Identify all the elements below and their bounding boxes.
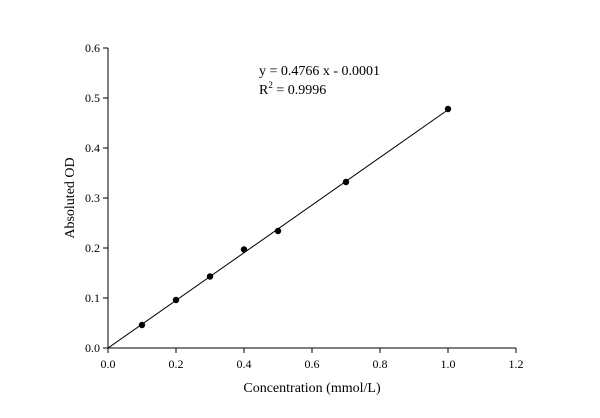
x-tick-label: 0.0 [101, 357, 116, 371]
equation-annotation: y = 0.4766 x - 0.0001 [259, 64, 380, 79]
data-point [138, 321, 146, 329]
x-tick-label: 0.4 [237, 357, 252, 371]
x-tick-label: 0.8 [373, 357, 388, 371]
x-ticks: 0.0 0.2 0.4 0.6 0.8 1.0 1.2 [101, 348, 524, 371]
r-squared-value: = 0.9996 [273, 83, 326, 98]
x-tick-label: 0.2 [169, 357, 184, 371]
data-point [240, 246, 248, 253]
data-point [444, 105, 452, 113]
x-axis-label: Concentration (mmol/L) [243, 381, 381, 396]
data-point [342, 178, 350, 186]
y-ticks: 0.0 0.1 0.2 0.3 0.4 0.5 0.6 [85, 41, 108, 355]
x-tick-label: 1.0 [441, 357, 456, 371]
y-tick-label: 0.6 [85, 41, 100, 55]
data-point [172, 296, 180, 304]
data-point [206, 273, 214, 280]
y-axis-label: Absoluted OD [63, 157, 78, 238]
r-squared-annotation: R2 = 0.9996 [259, 80, 326, 98]
y-tick-label: 0.1 [85, 291, 100, 305]
y-tick-label: 0.0 [85, 341, 100, 355]
y-tick-label: 0.5 [85, 91, 100, 105]
y-tick-label: 0.4 [85, 141, 100, 155]
data-point [274, 227, 282, 235]
x-tick-label: 1.2 [509, 357, 524, 371]
y-tick-label: 0.2 [85, 241, 100, 255]
r-squared-exponent: 2 [268, 80, 273, 90]
y-tick-label: 0.3 [85, 191, 100, 205]
data-points [138, 105, 452, 329]
r-squared-prefix: R [259, 83, 269, 98]
x-tick-label: 0.6 [305, 357, 320, 371]
